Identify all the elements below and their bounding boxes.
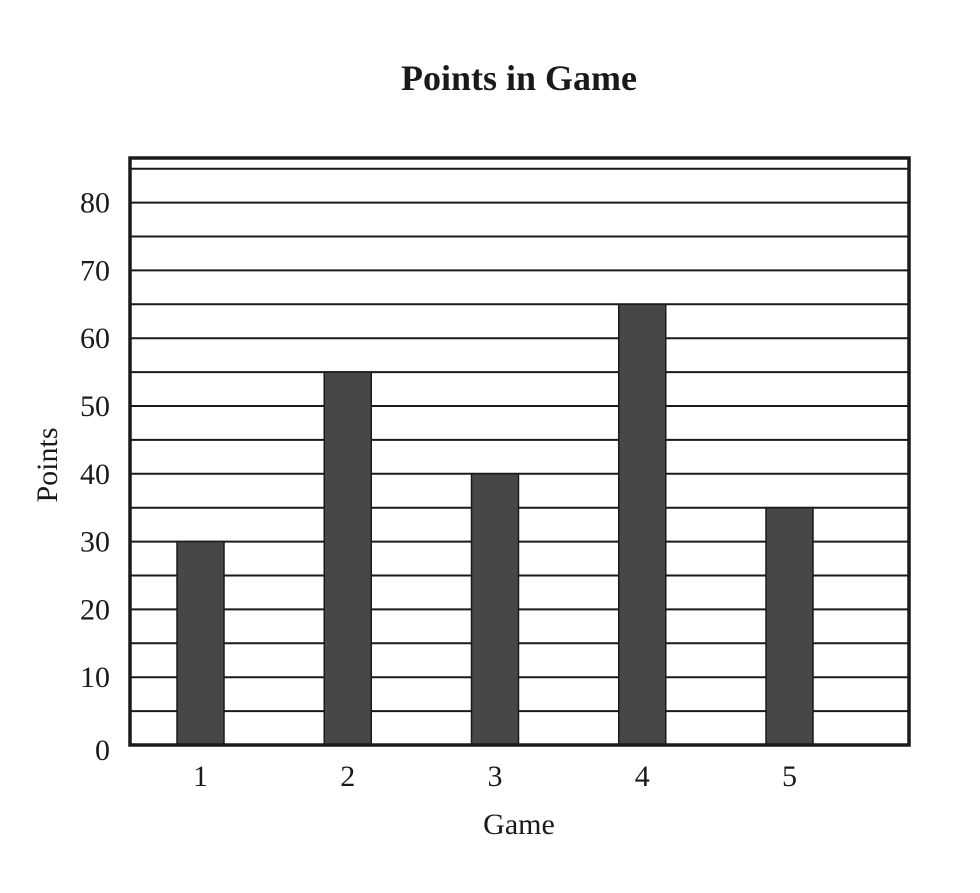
y-tick-label: 50 (80, 390, 110, 423)
y-tick-label: 10 (80, 661, 110, 694)
y-tick-label: 60 (80, 322, 110, 355)
plot-frame (128, 156, 911, 747)
bars (176, 303, 814, 746)
y-tick-labels: 0 10 20 30 40 50 60 70 80 (80, 187, 110, 767)
y-tick-label: 70 (80, 254, 110, 287)
y-tick-label: 20 (80, 593, 110, 626)
x-tick-labels: 1 2 3 4 5 (193, 760, 797, 793)
y-tick-label: 0 (95, 734, 110, 767)
bar-game-5 (765, 506, 814, 746)
x-axis-label: Game (483, 808, 555, 841)
bar-game-2 (323, 371, 372, 746)
bar-game-4 (618, 303, 667, 746)
y-axis-label: Points (31, 427, 64, 502)
x-tick-label: 4 (635, 760, 650, 793)
y-tick-label: 80 (80, 187, 110, 220)
bar-game-3 (470, 473, 520, 746)
chart-title: Points in Game (401, 58, 637, 98)
x-tick-label: 1 (193, 760, 208, 793)
x-tick-label: 5 (782, 760, 797, 793)
x-tick-label: 2 (340, 760, 355, 793)
x-tick-label: 3 (488, 760, 503, 793)
bar-game-1 (176, 540, 225, 746)
gridlines (130, 167, 909, 713)
y-tick-label: 40 (80, 458, 110, 491)
y-tick-label: 30 (80, 526, 110, 559)
